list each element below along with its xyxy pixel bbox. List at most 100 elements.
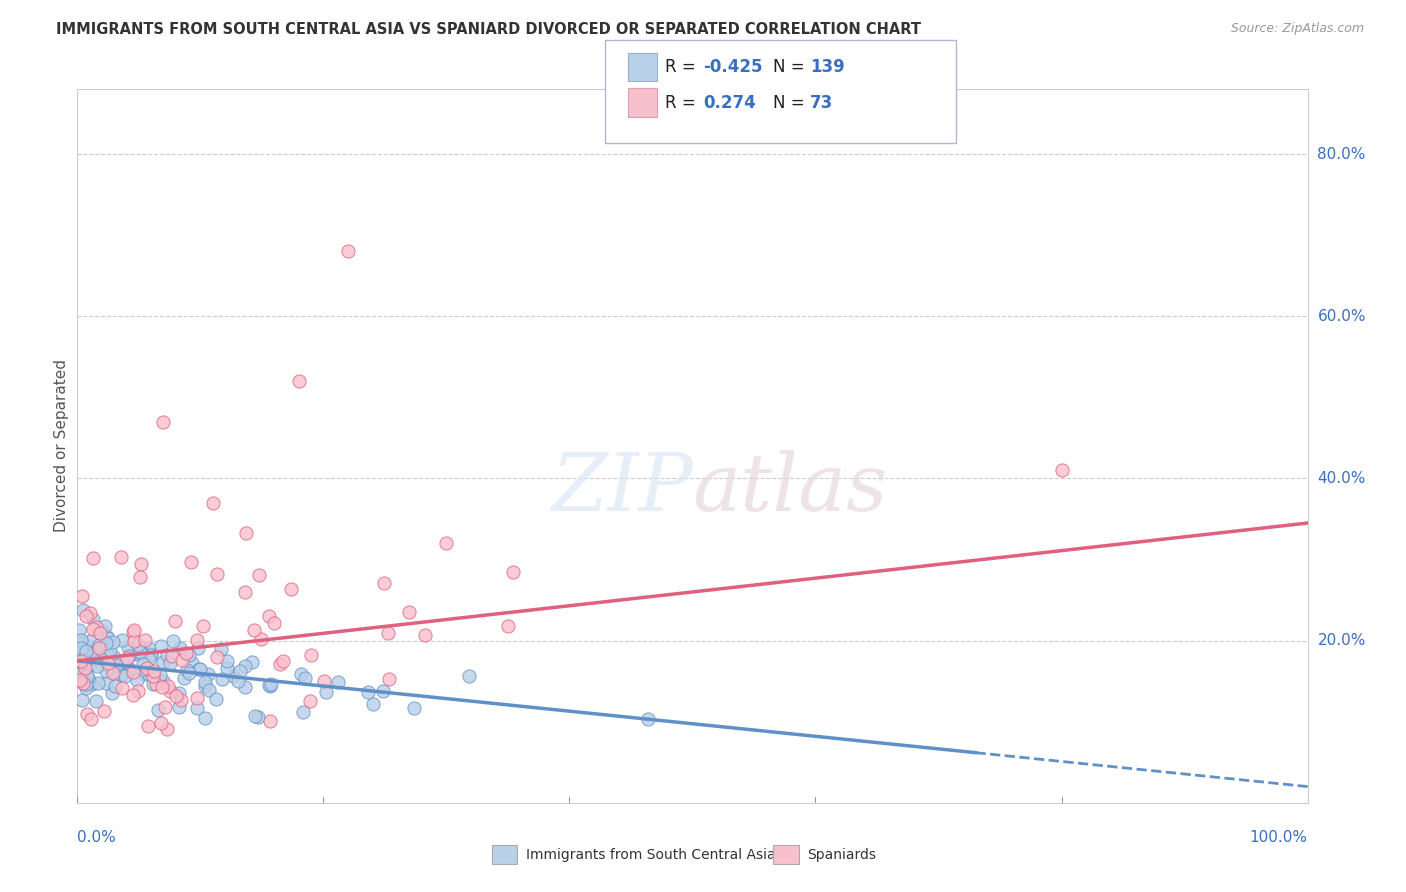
Point <box>186 633 208 648</box>
Point <box>153 699 176 714</box>
Point <box>398 605 420 619</box>
Point <box>337 244 360 259</box>
Point <box>96 648 118 662</box>
Point <box>194 675 217 690</box>
Point <box>139 648 162 663</box>
Point <box>315 685 337 699</box>
Text: 20.0%: 20.0% <box>1317 633 1365 648</box>
Point <box>94 675 117 690</box>
Point <box>167 686 190 700</box>
Point <box>117 640 139 654</box>
Point <box>378 672 401 686</box>
Point <box>292 705 315 719</box>
Point <box>96 630 118 644</box>
Point <box>75 651 97 665</box>
Point <box>326 674 349 689</box>
Point <box>155 648 177 662</box>
Point <box>294 671 316 685</box>
Point <box>72 589 94 603</box>
Point <box>77 653 100 667</box>
Point <box>67 656 90 670</box>
Point <box>139 647 162 661</box>
Point <box>436 536 458 550</box>
Point <box>190 662 212 676</box>
Point <box>128 645 150 659</box>
Point <box>89 638 111 652</box>
Point <box>404 701 426 715</box>
Point <box>152 673 174 688</box>
Point <box>142 669 165 683</box>
Point <box>205 567 228 582</box>
Point <box>180 657 202 671</box>
Point <box>226 674 249 689</box>
Point <box>247 710 270 724</box>
Point <box>186 701 208 715</box>
Point <box>125 647 148 661</box>
Text: 60.0%: 60.0% <box>1317 309 1365 324</box>
Point <box>66 663 89 677</box>
Point <box>263 615 285 630</box>
Point <box>91 624 114 638</box>
Point <box>70 693 93 707</box>
Point <box>243 709 266 723</box>
Point <box>271 654 294 668</box>
Point <box>66 672 89 686</box>
Point <box>145 676 167 690</box>
Point <box>172 653 194 667</box>
Point <box>138 652 160 666</box>
Point <box>129 557 152 571</box>
Point <box>82 622 104 636</box>
Point <box>259 677 281 691</box>
Text: N =: N = <box>773 58 810 76</box>
Point <box>86 675 108 690</box>
Text: 0.0%: 0.0% <box>77 830 117 845</box>
Point <box>162 633 184 648</box>
Point <box>101 685 124 699</box>
Point <box>69 660 91 674</box>
Point <box>129 570 152 584</box>
Point <box>143 664 166 678</box>
Point <box>83 645 105 659</box>
Point <box>91 643 114 657</box>
Point <box>122 625 145 640</box>
Point <box>361 697 384 711</box>
Point <box>134 666 156 681</box>
Point <box>75 644 97 658</box>
Point <box>72 676 94 690</box>
Point <box>155 723 177 737</box>
Point <box>170 693 193 707</box>
Point <box>114 669 136 683</box>
Point <box>94 665 117 679</box>
Point <box>211 672 233 686</box>
Point <box>77 657 100 671</box>
Point <box>79 658 101 673</box>
Point <box>146 703 169 717</box>
Point <box>240 655 263 669</box>
Point <box>156 679 179 693</box>
Point <box>205 692 228 706</box>
Point <box>111 666 134 681</box>
Text: 139: 139 <box>810 58 845 76</box>
Point <box>77 676 100 690</box>
Y-axis label: Divorced or Separated: Divorced or Separated <box>53 359 69 533</box>
Point <box>235 525 257 540</box>
Text: ZIP: ZIP <box>551 450 693 527</box>
Text: N =: N = <box>773 94 815 112</box>
Point <box>152 655 174 669</box>
Text: 80.0%: 80.0% <box>1317 146 1365 161</box>
Point <box>298 694 321 708</box>
Point <box>118 648 141 663</box>
Point <box>125 673 148 688</box>
Point <box>90 652 112 666</box>
Point <box>243 624 266 638</box>
Point <box>72 636 94 650</box>
Point <box>76 669 98 683</box>
Point <box>176 663 198 677</box>
Point <box>201 496 224 510</box>
Point <box>198 683 221 698</box>
Point <box>76 706 98 721</box>
Point <box>159 684 181 698</box>
Point <box>69 633 91 648</box>
Point <box>94 636 117 650</box>
Point <box>159 656 181 670</box>
